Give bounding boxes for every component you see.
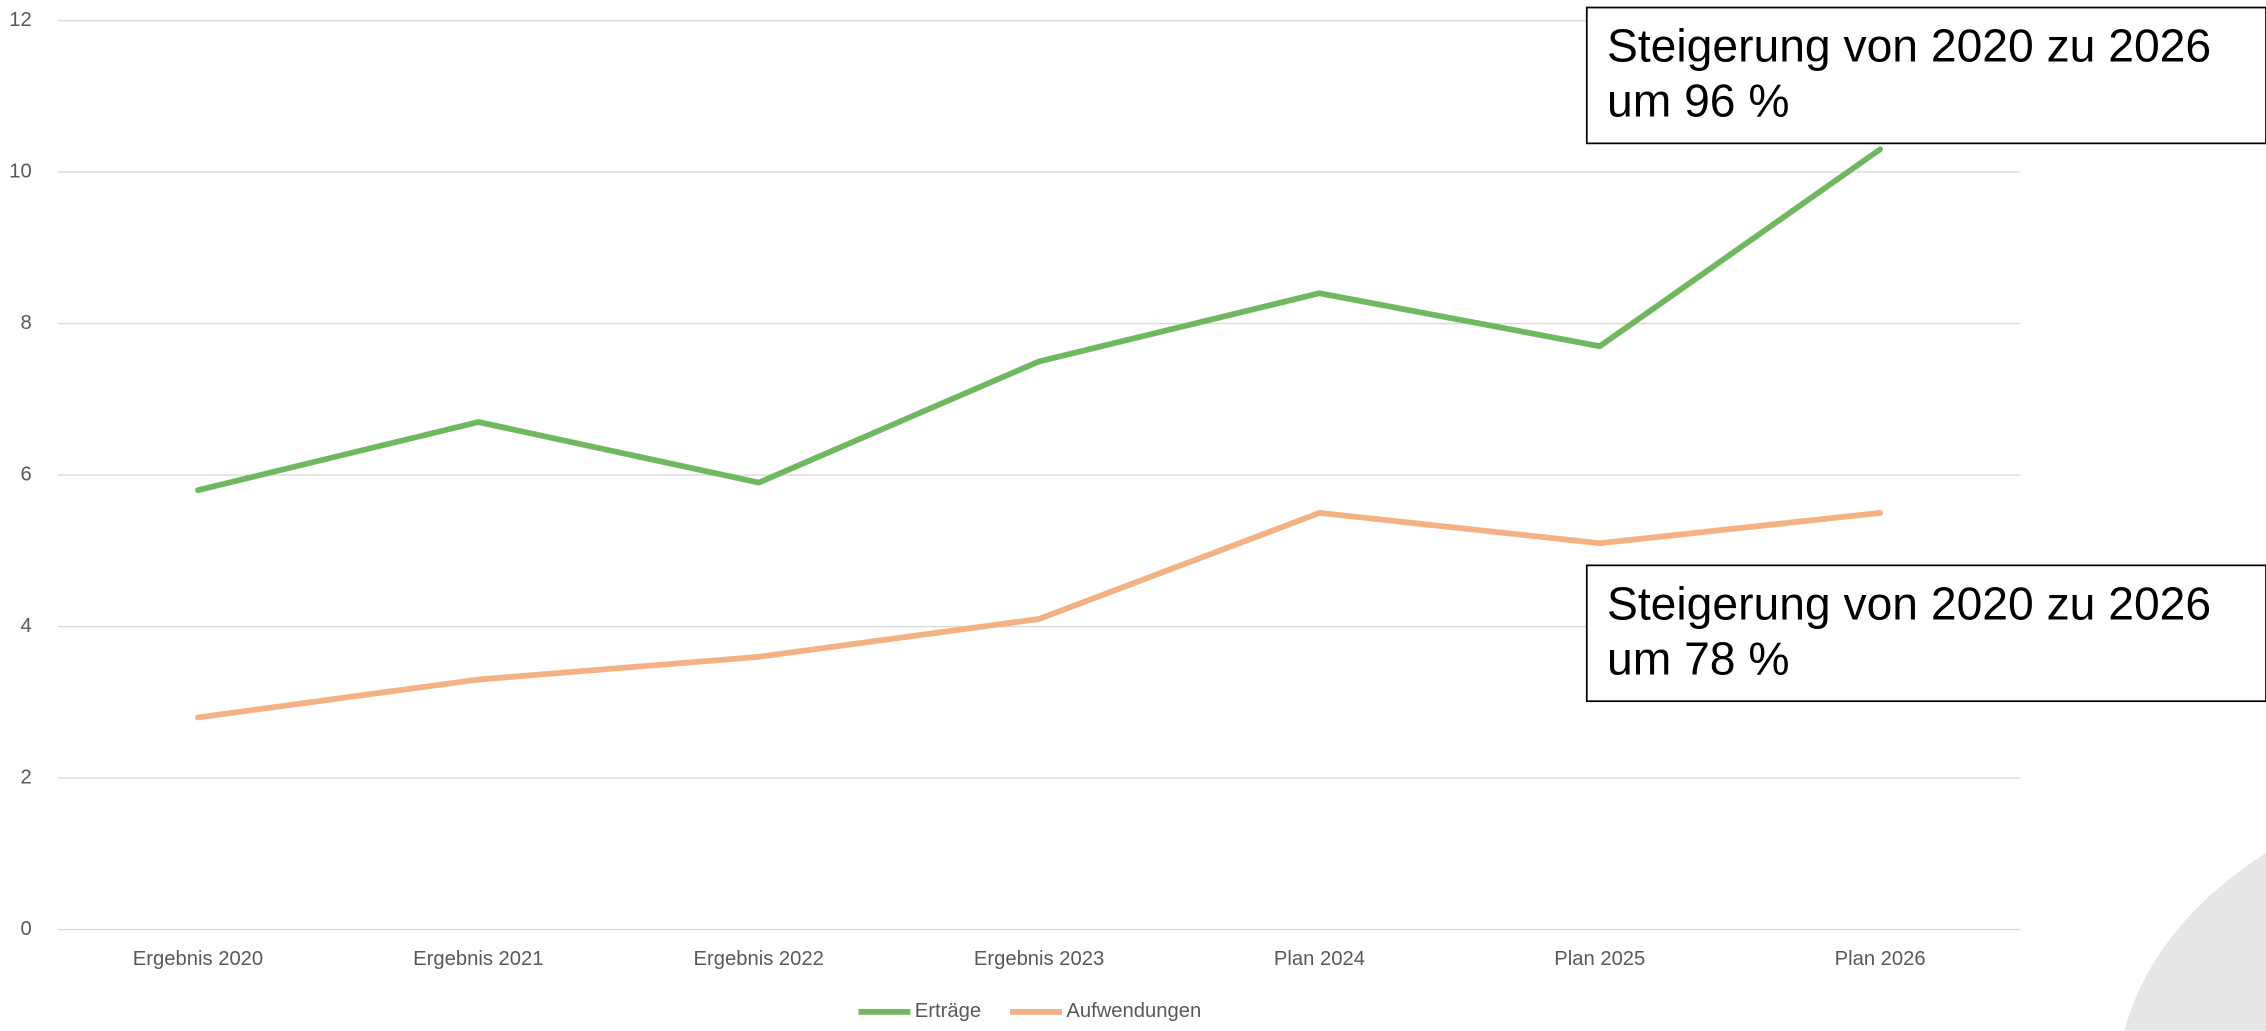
y-tick-label: 2 xyxy=(21,766,32,788)
x-tick-label: Plan 2026 xyxy=(1835,948,1926,970)
line-series xyxy=(195,510,1884,721)
x-tick-label: Plan 2024 xyxy=(1274,948,1365,970)
annotation-box xyxy=(1585,6,2266,145)
x-tick-label: Plan 2025 xyxy=(1554,948,1645,970)
annotation-text: Steigerung von 2020 zu 2026 xyxy=(1607,20,2211,72)
annotation-text: um 78 % xyxy=(1607,632,1789,684)
y-tick-label: 8 xyxy=(21,312,32,334)
y-tick-label: 4 xyxy=(21,615,32,637)
x-tick-label: Ergebnis 2023 xyxy=(974,948,1104,970)
x-tick-label: Ergebnis 2022 xyxy=(694,948,824,970)
logo-decoration xyxy=(2124,852,2266,1031)
x-tick-label: Ergebnis 2020 xyxy=(133,948,263,970)
legend-label: Erträge xyxy=(915,1000,981,1022)
x-tick-label: Ergebnis 2021 xyxy=(413,948,543,970)
y-tick-label: 0 xyxy=(21,918,32,940)
y-tick-label: 6 xyxy=(21,463,32,485)
y-tick-label: 10 xyxy=(9,160,31,182)
y-tick-label: 12 xyxy=(9,9,31,31)
annotation-box xyxy=(1585,564,2266,703)
annotation-text: Steigerung von 2020 zu 2026 xyxy=(1607,577,2211,629)
legend-label: Aufwendungen xyxy=(1066,1000,1201,1022)
line-series xyxy=(195,146,1884,494)
annotation-text: um 96 % xyxy=(1607,75,1789,127)
